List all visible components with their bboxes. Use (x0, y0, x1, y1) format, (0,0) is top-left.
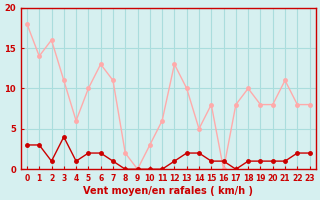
X-axis label: Vent moyen/en rafales ( km/h ): Vent moyen/en rafales ( km/h ) (83, 186, 253, 196)
